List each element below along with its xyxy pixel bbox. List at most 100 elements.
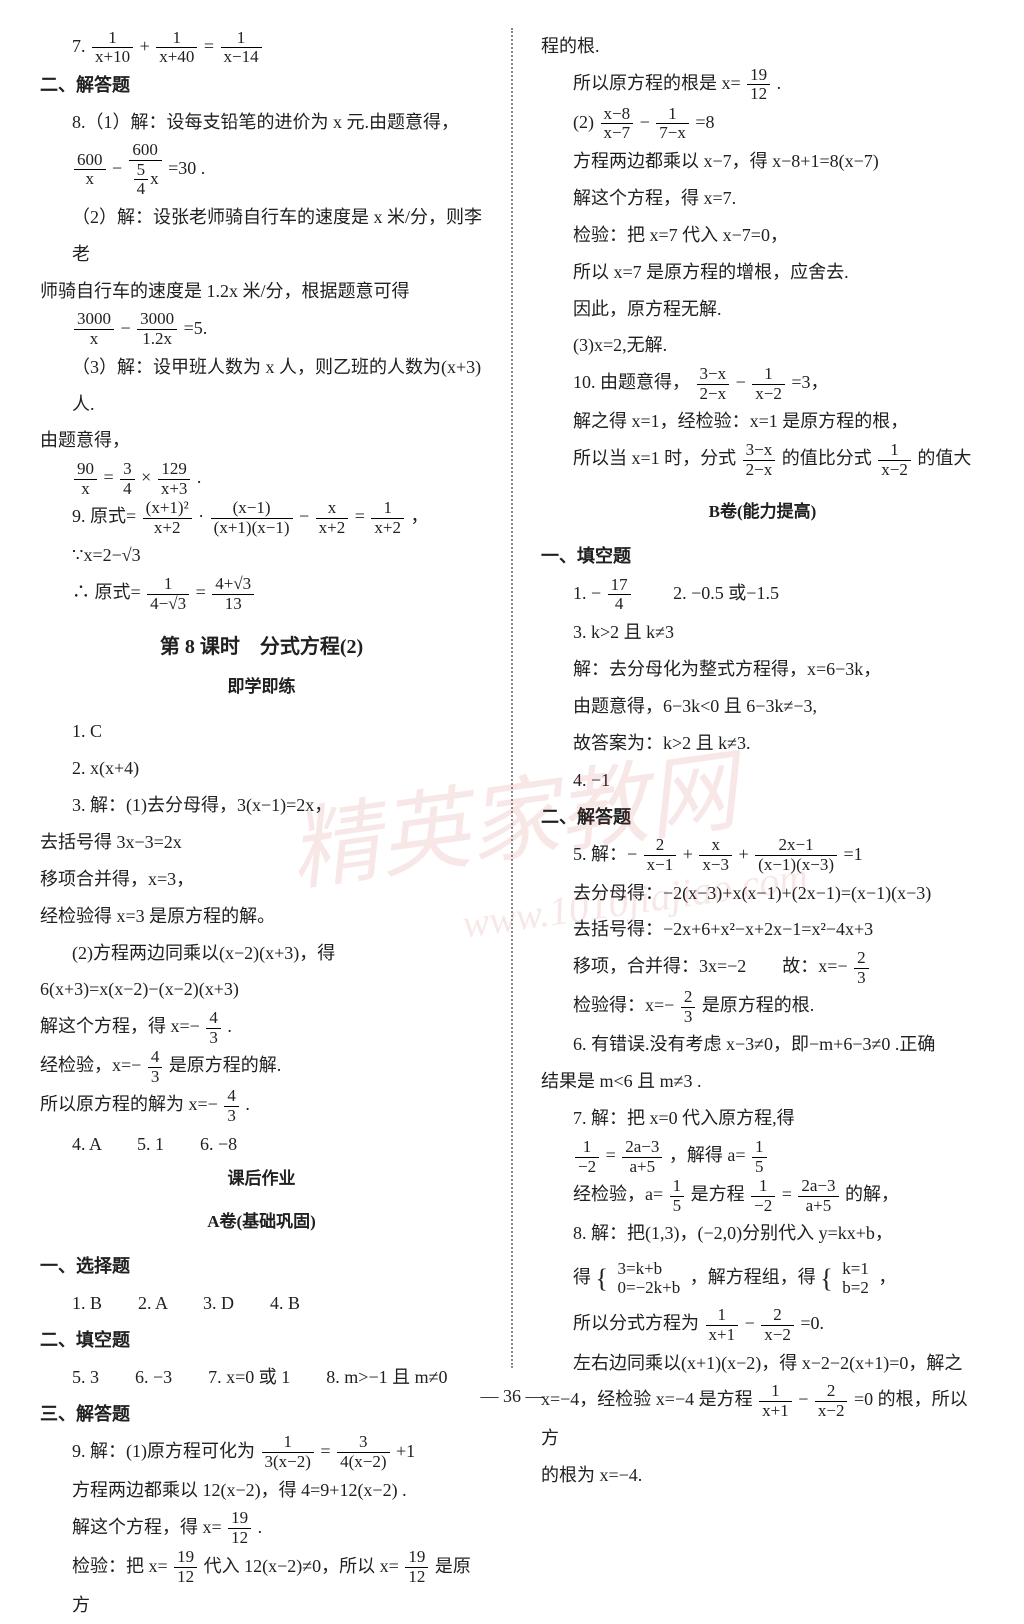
text-line: 解这个方程，得 x=7.: [541, 180, 984, 217]
text-line: x=−4，经检验 x=−4 是方程 1x+1 − 2x−2 =0 的根，所以方: [541, 1381, 984, 1457]
text-line: 所以原方程的根是 x= 1912 .: [541, 65, 984, 104]
section-heading: 一、填空题: [541, 538, 984, 575]
text-line: 的根为 x=−4.: [541, 1457, 984, 1494]
text-line: 检验：把 x= 1912 代入 12(x−2)≠0，所以 x= 1912 是原方: [40, 1548, 483, 1624]
text-line: 左右边同乘以(x+1)(x−2)，得 x−2−2(x+1)=0，解之: [541, 1345, 984, 1382]
fraction: xx+2: [316, 499, 349, 537]
fraction: 30001.2x: [137, 310, 177, 348]
text-line: 由题意得，: [40, 422, 483, 459]
text-line: 所以 x=7 是原方程的增根，应舍去.: [541, 254, 984, 291]
fraction: 2x−2: [815, 1382, 848, 1420]
text-line: 4. −1: [541, 762, 984, 799]
text-line: 3000x − 30001.2x =5.: [40, 310, 483, 349]
text-line: 1. − 174 2. −0.5 或−1.5: [541, 575, 984, 614]
text-line: 所以原方程的解为 x=− 43 .: [40, 1086, 483, 1125]
text-line: 由题意得，6−3k<0 且 6−3k≠−3,: [541, 688, 984, 725]
fraction: 1x−14: [221, 29, 262, 67]
fraction: 15: [752, 1138, 767, 1176]
text-line: 1. B 2. A 3. D 4. B: [40, 1285, 483, 1322]
text-line: （2）解：设张老师骑自行车的速度是 x 米/分，则李老: [40, 199, 483, 273]
text-line: 1. C: [40, 713, 483, 750]
column-divider: [511, 28, 513, 1368]
fraction: 23: [681, 988, 696, 1026]
text-line: 解之得 x=1，经检验：x=1 是原方程的根，: [541, 403, 984, 440]
sub-title: A卷(基础巩固): [40, 1205, 483, 1240]
text-line: 移项合并得，x=3，: [40, 861, 483, 898]
fraction: 2a−3a+5: [622, 1138, 662, 1176]
section-heading: 一、选择题: [40, 1248, 483, 1285]
section-heading: 二、解答题: [40, 67, 483, 104]
text-line: 结果是 m<6 且 m≠3 .: [541, 1063, 984, 1100]
fraction: 14−√3: [147, 575, 189, 613]
page-container: 7. 1x+10 + 1x+40 = 1x−14 二、解答题 8.（1）解：设每…: [40, 28, 984, 1368]
text-line: 师骑自行车的速度是 1.2x 米/分，根据题意可得: [40, 273, 483, 310]
text-line: 去分母得：−2(x−3)+x(x−1)+(2x−1)=(x−1)(x−3): [541, 875, 984, 912]
text-line: 解这个方程，得 x=− 43 .: [40, 1008, 483, 1047]
section-heading: 二、解答题: [541, 799, 984, 836]
fraction: (x−1)(x+1)(x−1): [211, 499, 293, 537]
fraction: 4+√313: [212, 575, 254, 613]
text-line: （3）解：设甲班人数为 x 人，则乙班的人数为(x+3)人.: [40, 349, 483, 423]
text-line: (3)x=2,无解.: [541, 327, 984, 364]
text-line: (2)方程两边同乘以(x−2)(x+3)，得: [40, 935, 483, 972]
fraction: 34: [120, 460, 135, 498]
text-line: 程的根.: [541, 28, 984, 65]
text-line: 去括号得 3x−3=2x: [40, 824, 483, 861]
system: 3=k+b0=−2k+b: [614, 1260, 683, 1297]
text-line: 方程两边都乘以 12(x−2)，得 4=9+12(x−2) .: [40, 1472, 483, 1509]
section-heading: 二、填空题: [40, 1322, 483, 1359]
fraction: 1x+2: [371, 499, 404, 537]
text-line: 3. k>2 且 k≠3: [541, 614, 984, 651]
text-line: 90x = 34 × 129x+3 .: [40, 459, 483, 498]
text-line: 去括号得：−2x+6+x²−x+2x−1=x²−4x+3: [541, 911, 984, 948]
text-line: 所以当 x=1 时，分式 3−x2−x 的值比分式 1x−2 的值大: [541, 440, 984, 479]
text-line: 经检验，a= 15 是方程 1−2 = 2a−3a+5 的解，: [541, 1176, 984, 1215]
fraction: 174: [608, 576, 631, 614]
text-line: 5. 3 6. −3 7. x=0 或 1 8. m>−1 且 m≠0: [40, 1359, 483, 1396]
fraction: 1x+40: [156, 29, 197, 67]
text-line: 6. 有错误.没有考虑 x−3≠0，即−m+6−3≠0 .正确: [541, 1026, 984, 1063]
text-line: 4. A 5. 1 6. −8: [40, 1126, 483, 1163]
brace-icon: {: [596, 1264, 608, 1293]
label: 7.: [72, 36, 90, 56]
fraction: 2a−3a+5: [798, 1177, 838, 1215]
fraction: 1912: [174, 1548, 197, 1586]
fraction: 1912: [747, 66, 770, 104]
fraction: (x+1)²x+2: [143, 499, 192, 537]
fraction: 1x+10: [92, 29, 133, 67]
text-line: (2) x−8x−7 − 17−x =8: [541, 104, 984, 143]
fraction: 3000x: [74, 310, 114, 348]
text-line: 解：去分母化为整式方程得，x=6−3k，: [541, 651, 984, 688]
text-line: 10. 由题意得， 3−x2−x − 1x−2 =3，: [541, 364, 984, 403]
right-column: 程的根. 所以原方程的根是 x= 1912 . (2) x−8x−7 − 17−…: [541, 28, 984, 1368]
fraction: 1−2: [575, 1138, 599, 1176]
fraction: xx−3: [699, 836, 732, 874]
text-line: 解这个方程，得 x= 1912 .: [40, 1509, 483, 1548]
sub-title: B卷(能力提高): [541, 495, 984, 530]
text-line: ∵x=2−√3: [40, 537, 483, 574]
fraction: 129x+3: [158, 460, 191, 498]
fraction: 1912: [405, 1548, 428, 1586]
fraction: 43: [224, 1087, 239, 1125]
fraction: 34(x−2): [337, 1433, 389, 1471]
text-line: 8. 解：把(1,3)，(−2,0)分别代入 y=kx+b，: [541, 1215, 984, 1252]
text-line: 因此，原方程无解.: [541, 291, 984, 328]
fraction: 2x−2: [761, 1306, 794, 1344]
fraction: 1912: [228, 1509, 251, 1547]
fraction: 13(x−2): [262, 1433, 314, 1471]
system: k=1b=2: [839, 1260, 872, 1297]
text-line: 1−2 = 2a−3a+5 ，解得 a= 15: [541, 1137, 984, 1176]
text-line: 2. x(x+4): [40, 750, 483, 787]
fraction: 43: [148, 1048, 163, 1086]
text-line: 方程两边都乘以 x−7，得 x−8+1=8(x−7): [541, 143, 984, 180]
text-line: 6(x+3)=x(x−2)−(x−2)(x+3): [40, 971, 483, 1008]
left-column: 7. 1x+10 + 1x+40 = 1x−14 二、解答题 8.（1）解：设每…: [40, 28, 483, 1368]
text-line: 9. 原式= (x+1)²x+2 · (x−1)(x+1)(x−1) − xx+…: [40, 498, 483, 537]
fraction: 15: [670, 1177, 685, 1215]
text-line: 得 { 3=k+b0=−2k+b ，解方程组，得 { k=1b=2 ，: [541, 1252, 984, 1305]
fraction: 90x: [74, 460, 97, 498]
fraction: 17−x: [656, 105, 689, 143]
fraction: 3−x2−x: [743, 441, 776, 479]
text-line: 检验得：x=− 23 是原方程的根.: [541, 987, 984, 1026]
text-line: 3. 解：(1)去分母得，3(x−1)=2x，: [40, 787, 483, 824]
